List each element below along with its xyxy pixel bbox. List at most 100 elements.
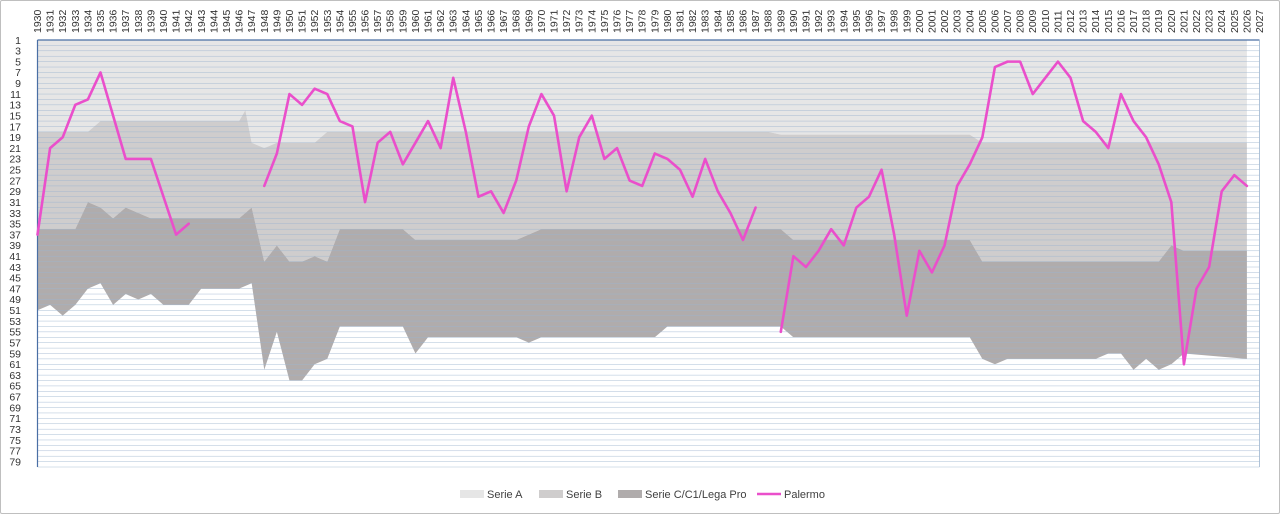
x-tick-label: 1938	[133, 9, 145, 33]
x-tick-label: 1960	[410, 9, 422, 33]
x-tick-label: 1978	[637, 9, 649, 33]
x-tick-label: 1949	[271, 9, 283, 33]
x-tick-label: 1980	[662, 9, 674, 33]
y-tick-label: 63	[9, 370, 21, 382]
x-tick-label: 2012	[1065, 9, 1077, 33]
y-tick-label: 19	[9, 132, 21, 144]
y-tick-label: 17	[9, 121, 21, 133]
x-tick-label: 2024	[1216, 9, 1228, 33]
x-tick-label: 1969	[523, 9, 535, 33]
y-tick-label: 13	[9, 100, 21, 112]
x-tick-label: 1947	[246, 9, 258, 33]
legend-swatch-serie-b	[539, 490, 563, 498]
y-tick-label: 49	[9, 294, 21, 306]
x-tick-label: 1972	[561, 9, 573, 33]
y-tick-label: 51	[9, 305, 21, 317]
x-tick-label: 1958	[385, 9, 397, 33]
y-tick-label: 29	[9, 186, 21, 198]
y-tick-label: 35	[9, 219, 21, 231]
x-tick-label: 1997	[876, 9, 888, 33]
palermo-line-segment	[779, 60, 1249, 366]
x-tick-label: 1993	[826, 9, 838, 33]
x-tick-label: 2004	[964, 9, 976, 33]
x-tick-label: 2014	[1090, 9, 1102, 33]
y-tick-label: 65	[9, 381, 21, 393]
x-tick-label: 2010	[1040, 9, 1052, 33]
x-tick-label: 2021	[1178, 9, 1190, 33]
y-tick-label: 1	[15, 35, 21, 47]
y-tick-label: 59	[9, 348, 21, 360]
x-tick-label: 1953	[322, 9, 334, 33]
x-tick-label: 1944	[208, 9, 220, 33]
y-tick-label: 43	[9, 262, 21, 274]
x-tick-label: 2002	[939, 9, 951, 33]
y-tick-label: 77	[9, 446, 21, 458]
legend-label-palermo: Palermo	[784, 489, 825, 501]
y-tick-label: 41	[9, 251, 21, 263]
y-tick-label: 37	[9, 229, 21, 241]
y-tick-label: 47	[9, 283, 21, 295]
y-tick-label: 61	[9, 359, 21, 371]
x-tick-label: 2008	[1015, 9, 1027, 33]
x-tick-label: 2009	[1027, 9, 1039, 33]
x-tick-label: 2023	[1204, 9, 1216, 33]
x-tick-label: 2027	[1254, 9, 1266, 33]
league-bands	[37, 40, 1247, 381]
y-tick-label: 31	[9, 197, 21, 209]
x-tick-label: 1986	[737, 9, 749, 33]
x-tick-label: 2025	[1229, 9, 1241, 33]
x-tick-label: 1984	[712, 9, 724, 33]
x-tick-label: 1942	[183, 9, 195, 33]
legend-swatch-serie-c-c1-lega-pro	[618, 490, 642, 498]
x-tick-label: 1939	[145, 9, 157, 33]
x-tick-label: 2003	[952, 9, 964, 33]
x-tick-label: 1971	[549, 9, 561, 33]
x-tick-label: 1959	[397, 9, 409, 33]
y-tick-label: 45	[9, 273, 21, 285]
x-tick-label: 1967	[498, 9, 510, 33]
x-tick-label: 1964	[460, 9, 472, 33]
y-tick-label: 23	[9, 154, 21, 166]
x-tick-label: 1989	[775, 9, 787, 33]
x-tick-label: 1951	[297, 9, 309, 33]
x-tick-label: 1950	[284, 9, 296, 33]
palermo-line-segment	[36, 71, 190, 236]
x-tick-label: 1999	[901, 9, 913, 33]
x-tick-label: 1990	[788, 9, 800, 33]
y-tick-label: 27	[9, 175, 21, 187]
x-tick-label: 1970	[536, 9, 548, 33]
x-tick-label: 1983	[700, 9, 712, 33]
x-tick-label: 1933	[70, 9, 82, 33]
y-tick-label: 53	[9, 316, 21, 328]
plot-border	[36, 39, 1260, 467]
x-tick-label: 1965	[473, 9, 485, 33]
x-tick-label: 1975	[599, 9, 611, 33]
x-tick-label: 1963	[448, 9, 460, 33]
y-tick-label: 9	[15, 78, 21, 90]
x-tick-label: 1994	[838, 9, 850, 33]
x-tick-label: 1956	[360, 9, 372, 33]
x-tick-label: 1934	[82, 9, 94, 33]
x-tick-label: 1962	[435, 9, 447, 33]
x-tick-label: 1977	[624, 9, 636, 33]
x-tick-label: 1981	[674, 9, 686, 33]
x-tick-label: 2016	[1115, 9, 1127, 33]
gridlines	[37, 39, 1260, 468]
x-tick-label: 2015	[1103, 9, 1115, 33]
x-tick-label: 1991	[800, 9, 812, 33]
x-tick-label: 1943	[196, 9, 208, 33]
x-tick-label: 2007	[1002, 9, 1014, 33]
y-tick-label: 7	[15, 67, 21, 79]
x-tick-label: 2017	[1128, 9, 1140, 33]
x-tick-label: 2013	[1078, 9, 1090, 33]
x-tick-label: 1932	[57, 9, 69, 33]
x-tick-label: 1992	[813, 9, 825, 33]
x-tick-label: 1995	[851, 9, 863, 33]
x-axis-ticks: 1930 1931 1932 1933 1934 1935 1936 1937 1938 1939…	[32, 9, 1266, 33]
y-tick-label: 15	[9, 110, 21, 122]
x-tick-label: 2011	[1052, 10, 1064, 33]
x-tick-label: 1982	[687, 9, 699, 33]
y-tick-label: 73	[9, 424, 21, 436]
x-tick-label: 1941	[171, 9, 183, 33]
